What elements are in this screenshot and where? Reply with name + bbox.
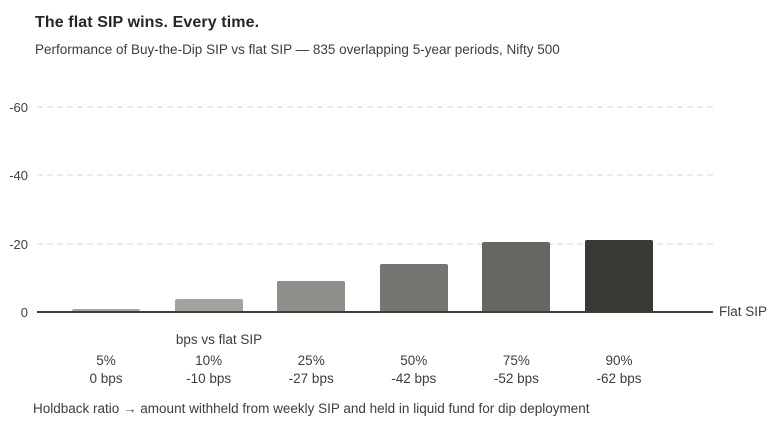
y-tick-label: -60 (9, 100, 28, 115)
holdback-ratio-label: 5% (96, 353, 116, 368)
y-tick-label: -40 (9, 168, 28, 184)
category-label-50%: 50% -42 bps (354, 352, 474, 388)
bar-75% (482, 241, 551, 311)
zero-baseline (37, 311, 713, 313)
x-axis-note: Holdback ratio → amount withheld from we… (33, 401, 590, 416)
category-label-25%: 25% -27 bps (251, 352, 371, 388)
chart-subtitle: Performance of Buy-the-Dip SIP vs flat S… (35, 42, 560, 57)
baseline-label: Flat SIP (719, 304, 768, 319)
category-label-90%: 90% -62 bps (559, 352, 679, 388)
bar-10% (174, 299, 243, 311)
bps-value-label: -52 bps (493, 371, 539, 386)
bps-value-label: -10 bps (186, 371, 232, 386)
chart-title: The flat SIP wins. Every time. (35, 14, 260, 31)
category-label-5%: 5% 0 bps (46, 352, 166, 388)
holdback-ratio-label: 50% (400, 353, 428, 368)
bps-value-label: -62 bps (596, 371, 642, 386)
holdback-ratio-label: 75% (502, 353, 530, 368)
holdback-ratio-label: 25% (297, 353, 325, 368)
y-tick-label: 0 (20, 305, 28, 320)
y-tick-label: -20 (9, 236, 28, 252)
gridline (37, 174, 713, 177)
bps-value-label: -27 bps (288, 371, 334, 386)
category-label-75%: 75% -52 bps (456, 352, 576, 388)
bar-90% (585, 240, 653, 311)
bar-50% (379, 263, 448, 311)
gridline (37, 242, 713, 245)
gridline (37, 106, 713, 108)
bar-25% (277, 280, 346, 311)
category-label-10%: 10% -10 bps (149, 352, 269, 388)
holdback-ratio-label: 10% (195, 353, 223, 368)
bps-value-label: -42 bps (391, 371, 437, 386)
bps-annotation: bps vs flat SIP (175, 332, 263, 347)
bar-5% (72, 309, 140, 311)
bps-value-label: 0 bps (89, 371, 123, 386)
holdback-ratio-label: 90% (605, 353, 633, 368)
